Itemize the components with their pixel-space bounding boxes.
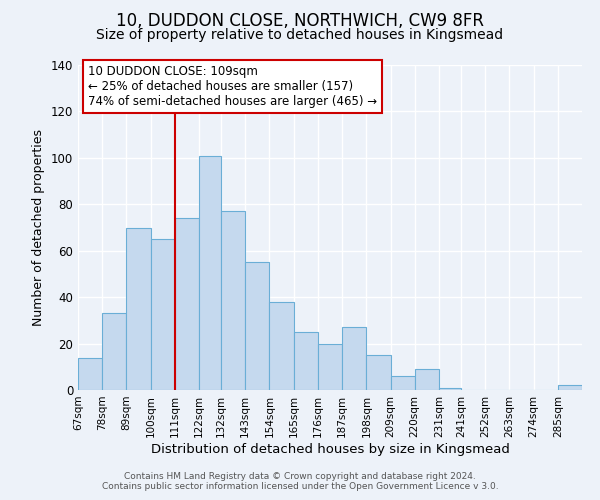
Text: Contains HM Land Registry data © Crown copyright and database right 2024.: Contains HM Land Registry data © Crown c… [124,472,476,481]
Bar [78,358,102,390]
Bar [391,376,415,390]
Bar [367,355,391,390]
Bar [245,262,269,390]
X-axis label: Distribution of detached houses by size in Kingsmead: Distribution of detached houses by size … [151,442,509,456]
Bar [199,156,221,390]
Text: Contains public sector information licensed under the Open Government Licence v : Contains public sector information licen… [101,482,499,491]
Text: 10 DUDDON CLOSE: 109sqm
← 25% of detached houses are smaller (157)
74% of semi-d: 10 DUDDON CLOSE: 109sqm ← 25% of detache… [88,65,377,108]
Text: Size of property relative to detached houses in Kingsmead: Size of property relative to detached ho… [97,28,503,42]
Bar [269,302,293,390]
Text: 10, DUDDON CLOSE, NORTHWICH, CW9 8FR: 10, DUDDON CLOSE, NORTHWICH, CW9 8FR [116,12,484,30]
Bar [558,386,582,390]
Bar [318,344,342,390]
Bar [293,332,318,390]
Bar [221,212,245,390]
Bar [415,369,439,390]
Bar [151,239,175,390]
Bar [175,218,199,390]
Y-axis label: Number of detached properties: Number of detached properties [32,129,45,326]
Bar [102,314,127,390]
Bar [127,228,151,390]
Bar [439,388,461,390]
Bar [342,328,367,390]
